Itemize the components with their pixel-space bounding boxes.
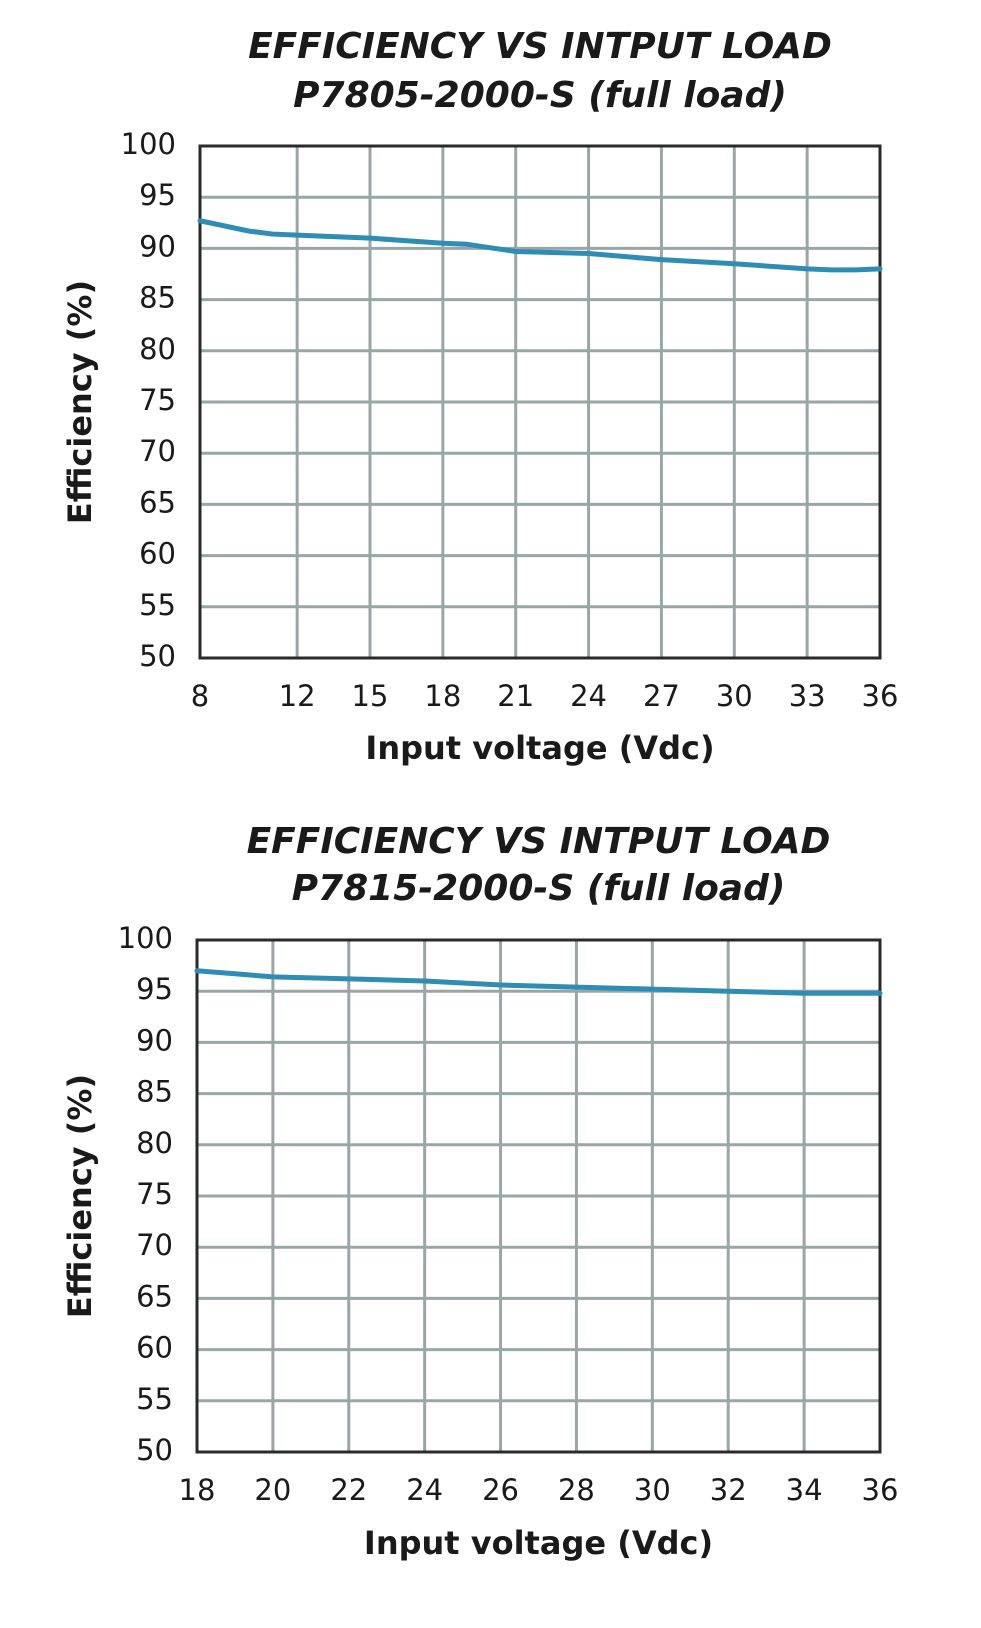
- x-tick-label: 24: [406, 1473, 443, 1507]
- x-tick-label: 36: [862, 1473, 899, 1507]
- y-tick-label: 75: [139, 383, 176, 417]
- y-tick-label: 50: [136, 1433, 173, 1467]
- x-tick-label: 24: [570, 679, 607, 713]
- x-axis-label: Input voltage (Vdc): [365, 729, 714, 767]
- y-tick-label: 60: [139, 537, 176, 571]
- x-tick-label: 22: [330, 1473, 367, 1507]
- x-tick-label: 32: [710, 1473, 747, 1507]
- data-line: [197, 218, 883, 273]
- y-tick-label: 75: [136, 1177, 173, 1211]
- y-tick-label: 95: [136, 972, 173, 1006]
- chart-subtitle: P7805-2000-S (full load): [293, 75, 787, 116]
- y-tick-label: 60: [136, 1331, 173, 1365]
- x-tick-label: 27: [643, 679, 680, 713]
- x-tick-label: 18: [179, 1473, 216, 1507]
- y-tick-label: 85: [136, 1075, 173, 1109]
- y-tick-label: 50: [139, 639, 176, 673]
- y-tick-label: 100: [121, 127, 176, 161]
- y-tick-label: 65: [136, 1279, 173, 1313]
- y-tick-label: 80: [139, 332, 176, 366]
- data-line: [194, 968, 883, 996]
- y-axis-label: Efficiency (%): [61, 280, 99, 524]
- y-tick-label: 90: [136, 1023, 173, 1057]
- chart-subtitle: P7815-2000-S (full load): [292, 868, 786, 909]
- x-tick-label: 21: [497, 679, 534, 713]
- x-tick-label: 18: [424, 679, 461, 713]
- x-tick-label: 8: [191, 679, 209, 713]
- y-tick-label: 100: [118, 921, 173, 955]
- y-tick-label: 70: [139, 434, 176, 468]
- x-tick-label: 33: [789, 679, 826, 713]
- chart-title: EFFICIENCY VS INTPUT LOAD: [248, 26, 832, 67]
- x-tick-label: 15: [352, 679, 389, 713]
- x-tick-label: 30: [716, 679, 753, 713]
- x-tick-label: 34: [786, 1473, 823, 1507]
- x-tick-label: 36: [862, 679, 899, 713]
- y-axis-label: Efficiency (%): [61, 1074, 99, 1318]
- y-tick-label: 55: [139, 588, 176, 622]
- chart-title: EFFICIENCY VS INTPUT LOAD: [247, 821, 831, 862]
- y-tick-label: 55: [136, 1382, 173, 1416]
- x-tick-label: 30: [634, 1473, 671, 1507]
- y-tick-label: 70: [136, 1228, 173, 1262]
- x-tick-label: 20: [254, 1473, 291, 1507]
- x-axis-label: Input voltage (Vdc): [364, 1524, 713, 1562]
- y-tick-label: 95: [139, 178, 176, 212]
- y-tick-label: 65: [139, 485, 176, 519]
- y-tick-label: 90: [139, 229, 176, 263]
- plot-frame: [198, 144, 882, 660]
- x-tick-label: 28: [558, 1473, 595, 1507]
- y-tick-label: 85: [139, 281, 176, 315]
- plot-frame: [195, 938, 882, 1454]
- x-tick-label: 26: [482, 1473, 519, 1507]
- x-tick-label: 12: [279, 679, 316, 713]
- y-tick-label: 80: [136, 1126, 173, 1160]
